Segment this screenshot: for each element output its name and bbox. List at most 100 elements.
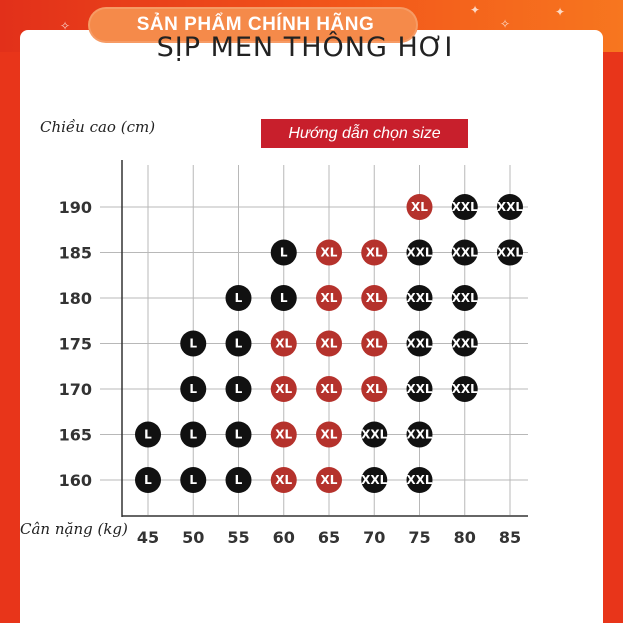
size-dot-label: XL	[321, 291, 338, 305]
size-dot-label: XL	[321, 246, 338, 260]
size-dot	[361, 239, 388, 266]
size-dot-label: XL	[275, 473, 292, 487]
size-dot-label: XL	[366, 337, 383, 351]
x-tick-label: 85	[499, 528, 521, 547]
size-dot-label: L	[189, 337, 197, 351]
size-dot-label: L	[189, 428, 197, 442]
size-dot	[451, 376, 478, 402]
x-tick-label: 45	[137, 528, 159, 547]
size-dot-label: XXL	[497, 200, 524, 214]
size-dot	[451, 239, 478, 266]
size-dot-label: L	[189, 382, 197, 396]
x-tick-label: 60	[273, 528, 295, 547]
size-dot	[180, 376, 207, 402]
y-tick-label: 180	[59, 289, 92, 308]
size-dot-label: XXL	[452, 337, 479, 351]
size-dot	[406, 330, 433, 357]
size-dot-label: L	[280, 246, 288, 260]
size-dot-label: L	[235, 291, 243, 305]
size-dot	[270, 285, 297, 311]
size-dot	[451, 194, 478, 220]
size-dot	[316, 376, 342, 402]
size-dot	[316, 330, 342, 357]
size-dot-label: XXL	[406, 428, 433, 442]
size-dot-label: L	[235, 337, 243, 351]
size-dot-label: XXL	[406, 337, 433, 351]
size-dot-label: L	[235, 382, 243, 396]
size-dot-label: L	[144, 473, 152, 487]
y-tick-label: 160	[59, 471, 92, 490]
size-dot	[316, 467, 342, 493]
size-dot-label: XXL	[452, 291, 479, 305]
sparkle-icon: ✧	[500, 17, 511, 31]
x-tick-label: 55	[227, 528, 249, 547]
size-dot-label: XXL	[406, 382, 433, 396]
size-dot-label: XL	[275, 337, 292, 351]
size-dot	[225, 376, 252, 402]
size-dot	[406, 285, 433, 311]
size-dot	[225, 330, 252, 357]
y-tick-label: 175	[59, 335, 92, 354]
size-dot	[180, 330, 207, 357]
x-tick-label: 50	[182, 528, 204, 547]
size-dot	[180, 421, 207, 448]
page-title: SỊP MEN THÔNG HƠI	[156, 32, 454, 63]
size-dot-label: XL	[275, 428, 292, 442]
size-dot	[406, 194, 433, 220]
size-dot	[225, 467, 252, 493]
size-dot	[361, 467, 388, 493]
x-tick-label: 65	[318, 528, 340, 547]
size-dot-label: XL	[411, 200, 428, 214]
x-tick-label: 70	[363, 528, 385, 547]
banner-text: SẢN PHẨM CHÍNH HÃNG	[136, 14, 375, 35]
size-dot	[316, 239, 342, 266]
size-dot	[451, 330, 478, 357]
size-dot	[225, 421, 252, 448]
size-dot-label: XL	[366, 246, 383, 260]
size-dot-label: XXL	[361, 473, 388, 487]
size-dot-label: XXL	[406, 291, 433, 305]
size-dot	[225, 285, 252, 311]
size-dot	[361, 285, 388, 311]
sparkle-icon: ✧	[60, 19, 71, 33]
size-dot	[135, 467, 161, 493]
x-tick-label: 75	[408, 528, 430, 547]
sparkle-icon: ✦	[470, 3, 481, 17]
size-dot-label: L	[235, 473, 243, 487]
size-dot	[316, 421, 342, 448]
size-dot	[361, 376, 388, 402]
size-dot-label: L	[144, 428, 152, 442]
size-dot	[406, 376, 433, 402]
size-dot-label: XXL	[361, 428, 388, 442]
size-dot	[406, 421, 433, 448]
size-dot-label: XL	[321, 428, 338, 442]
size-dot-label: XXL	[406, 473, 433, 487]
x-axis-label: Cân nặng (kg)	[20, 520, 128, 538]
y-tick-label: 170	[59, 380, 92, 399]
size-dot	[270, 239, 297, 266]
size-dot	[361, 330, 388, 357]
size-dot	[497, 239, 523, 266]
size-dot	[406, 467, 433, 493]
size-dot-label: XL	[366, 382, 383, 396]
size-dot	[270, 467, 297, 493]
y-tick-label: 165	[59, 426, 92, 445]
size-dot-label: XXL	[452, 246, 479, 260]
size-dot	[451, 285, 478, 311]
sparkle-icon: ✦	[555, 5, 566, 19]
size-dot	[361, 421, 388, 448]
size-dot-label: XXL	[452, 382, 479, 396]
size-dot-label: XL	[366, 291, 383, 305]
size-dot-label: L	[235, 428, 243, 442]
size-dot-label: XL	[321, 382, 338, 396]
size-dot	[135, 421, 161, 448]
x-tick-label: 80	[454, 528, 476, 547]
size-dot	[270, 330, 297, 357]
size-dot-label: XL	[321, 337, 338, 351]
size-dot	[270, 376, 297, 402]
size-dot-label: XXL	[497, 246, 524, 260]
size-dot	[316, 285, 342, 311]
size-dot	[406, 239, 433, 266]
y-tick-label: 185	[59, 244, 92, 263]
